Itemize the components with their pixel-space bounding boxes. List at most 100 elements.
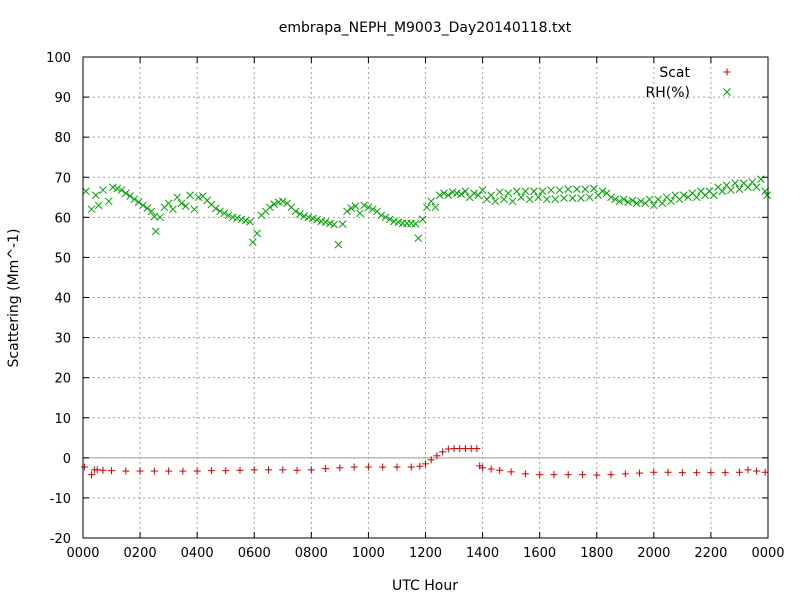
scat-point — [293, 466, 301, 474]
rh-point — [233, 214, 241, 222]
rh-point — [278, 197, 287, 206]
scat-point — [564, 471, 572, 479]
rh-point — [423, 203, 431, 212]
rh-point — [143, 204, 152, 212]
rh-point — [94, 201, 103, 210]
x-tick-label: 1800 — [580, 546, 613, 561]
rh-point — [547, 186, 555, 194]
x-tick-label: 0200 — [124, 546, 157, 561]
rh-point — [151, 227, 160, 236]
legend-label-scat: Scat — [659, 65, 690, 81]
rh-point — [126, 192, 134, 200]
rh-point — [313, 215, 321, 224]
rh-point — [177, 199, 186, 208]
rh-point — [470, 189, 478, 198]
y-tick-label: 100 — [46, 51, 71, 66]
rh-point — [326, 219, 334, 228]
rh-point — [542, 195, 551, 204]
rh-point — [521, 187, 530, 196]
legend-marker-rh-glyph — [723, 88, 731, 96]
rh-point — [99, 186, 107, 194]
rh-point — [679, 191, 688, 200]
y-tick-label: 30 — [54, 332, 71, 347]
scat-point — [507, 468, 515, 476]
y-tick-label: -10 — [50, 492, 71, 507]
rh-point — [667, 197, 675, 206]
rh-point — [577, 194, 585, 202]
rh-point — [300, 212, 309, 220]
rh-point — [356, 209, 364, 218]
rh-point — [448, 188, 457, 196]
rh-point — [692, 193, 701, 202]
rh-point — [381, 213, 390, 222]
rh-point — [752, 183, 761, 192]
x-tick-label: 1000 — [352, 546, 385, 561]
rh-point — [444, 191, 453, 200]
rh-point — [190, 205, 199, 214]
scat-point — [108, 467, 116, 475]
rh-point — [658, 199, 667, 208]
rh-point — [478, 186, 487, 194]
rh-point — [308, 214, 317, 223]
scat-point — [707, 469, 715, 477]
scat-point — [136, 467, 144, 475]
scat-point — [761, 468, 769, 476]
rh-point — [418, 215, 427, 224]
scat-point — [693, 469, 701, 477]
scat-point — [433, 452, 441, 460]
rh-point — [560, 194, 568, 202]
rh-point — [343, 207, 351, 216]
scat-point — [193, 467, 201, 475]
rh-point — [590, 184, 598, 193]
rh-point — [414, 234, 423, 243]
legend-label-rh: RH(%) — [646, 85, 690, 101]
x-tick-label: 1600 — [523, 546, 556, 561]
y-tick-label: 60 — [54, 211, 71, 226]
rh-point — [504, 189, 513, 198]
rh-point — [270, 200, 279, 208]
y-tick-label: 0 — [63, 452, 71, 467]
scat-point — [550, 471, 558, 479]
y-axis-tick-labels: -20 -10 0 10 20 30 40 50 60 70 80 90 100 — [46, 51, 71, 547]
rh-point — [611, 195, 620, 204]
rh-point — [748, 178, 757, 186]
x-tick-label: 0000 — [751, 546, 784, 561]
y-tick-label: -20 — [50, 532, 71, 547]
scat-point — [236, 466, 244, 474]
scat-point — [179, 467, 187, 475]
scat-point — [607, 471, 615, 479]
scat-point — [496, 466, 504, 474]
rh-point — [645, 195, 654, 204]
y-tick-label: 80 — [54, 131, 71, 146]
rh-point — [338, 220, 347, 229]
y-tick-label: 40 — [54, 292, 71, 307]
rh-point — [607, 193, 615, 202]
rh-point — [727, 186, 735, 194]
rh-point — [435, 191, 444, 200]
rh-point — [637, 197, 645, 206]
x-tick-label: 0400 — [181, 546, 214, 561]
rh-point — [173, 193, 182, 202]
scat-point — [621, 470, 629, 478]
rh-point — [394, 218, 403, 226]
scat-point — [379, 463, 387, 471]
rh-point — [632, 199, 641, 208]
rh-point — [431, 203, 440, 212]
x-tick-label: 2200 — [694, 546, 727, 561]
scat-point — [578, 471, 586, 479]
scat-point — [536, 471, 544, 479]
scat-point — [99, 466, 107, 474]
rh-point — [113, 184, 122, 193]
rh-point — [525, 195, 534, 204]
rh-point — [253, 229, 261, 238]
rh-point — [440, 189, 448, 198]
rh-point — [186, 191, 194, 200]
scat-point — [322, 465, 330, 473]
x-tick-label: 1400 — [466, 546, 499, 561]
rh-point — [241, 216, 250, 225]
rh-point — [551, 195, 560, 204]
scat-point — [650, 468, 658, 476]
rh-point — [491, 197, 500, 206]
rh-point — [296, 210, 304, 218]
x-tick-label: 2000 — [637, 546, 670, 561]
